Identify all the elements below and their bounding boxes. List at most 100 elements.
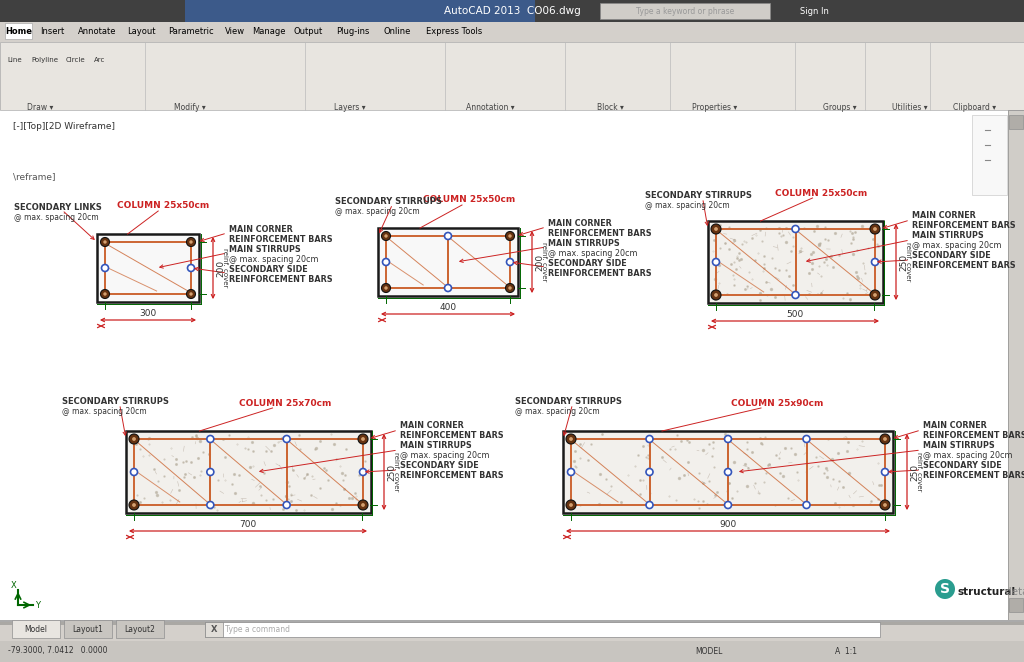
Text: SECONDARY SIDE: SECONDARY SIDE bbox=[923, 461, 1001, 471]
Text: COLUMN 25x50cm: COLUMN 25x50cm bbox=[775, 189, 867, 197]
Text: Y: Y bbox=[35, 602, 40, 610]
Circle shape bbox=[103, 240, 106, 244]
Circle shape bbox=[186, 238, 196, 246]
Text: structural: structural bbox=[958, 587, 1016, 597]
Text: 250: 250 bbox=[387, 463, 396, 481]
Text: REINFORCEMENT BARS: REINFORCEMENT BARS bbox=[548, 269, 651, 277]
Text: [-][Top][2D Wireframe]: [-][Top][2D Wireframe] bbox=[13, 122, 115, 131]
Text: @ max. spacing 20cm: @ max. spacing 20cm bbox=[923, 451, 1013, 461]
Text: MAIN CORNER: MAIN CORNER bbox=[923, 422, 987, 430]
Circle shape bbox=[880, 434, 890, 444]
Bar bbox=[5, 23, 32, 39]
Circle shape bbox=[646, 469, 653, 475]
Bar bbox=[329, 23, 377, 39]
Circle shape bbox=[711, 290, 721, 300]
Bar bbox=[97, 234, 199, 302]
Circle shape bbox=[873, 227, 877, 231]
Text: A  1:1: A 1:1 bbox=[835, 647, 857, 655]
Circle shape bbox=[100, 289, 110, 299]
Bar bbox=[972, 115, 1007, 195]
Bar bbox=[63, 620, 112, 638]
Text: Polyline: Polyline bbox=[32, 57, 58, 63]
Bar bbox=[1009, 115, 1023, 129]
Bar bbox=[290, 23, 327, 39]
Text: REINFORCEMENT BARS: REINFORCEMENT BARS bbox=[400, 471, 504, 481]
Text: Circle: Circle bbox=[66, 57, 85, 63]
Text: REINFORCEMENT BARS: REINFORCEMENT BARS bbox=[923, 432, 1024, 440]
Circle shape bbox=[725, 436, 731, 442]
Circle shape bbox=[569, 503, 572, 507]
Text: COLUMN 25x70cm: COLUMN 25x70cm bbox=[239, 399, 331, 408]
Circle shape bbox=[883, 437, 887, 441]
Bar bbox=[0, 620, 1024, 622]
Text: 700: 700 bbox=[240, 520, 257, 529]
Text: SECONDARY SIDE: SECONDARY SIDE bbox=[400, 461, 478, 471]
Text: Layout2: Layout2 bbox=[125, 624, 156, 634]
Circle shape bbox=[189, 293, 193, 296]
Bar bbox=[571, 439, 649, 505]
Text: SECONDARY STIRRUPS: SECONDARY STIRRUPS bbox=[62, 397, 169, 406]
Text: Line: Line bbox=[8, 57, 23, 63]
Circle shape bbox=[358, 434, 368, 444]
Circle shape bbox=[361, 437, 365, 441]
Text: @ max. spacing 20cm: @ max. spacing 20cm bbox=[548, 248, 638, 258]
Text: Draw ▾: Draw ▾ bbox=[27, 103, 53, 111]
Circle shape bbox=[382, 232, 390, 240]
Bar bbox=[0, 110, 1008, 620]
Circle shape bbox=[103, 293, 106, 296]
Text: REINFORCEMENT BARS: REINFORCEMENT BARS bbox=[229, 234, 333, 244]
Text: @ max. spacing 20cm: @ max. spacing 20cm bbox=[400, 451, 489, 461]
Text: Express Tools: Express Tools bbox=[426, 26, 482, 36]
Circle shape bbox=[129, 500, 139, 510]
Text: X: X bbox=[11, 581, 16, 591]
Text: Modify ▾: Modify ▾ bbox=[174, 103, 206, 111]
Circle shape bbox=[506, 232, 514, 240]
Circle shape bbox=[792, 226, 799, 232]
Text: S: S bbox=[940, 582, 950, 596]
Bar bbox=[287, 439, 362, 505]
Circle shape bbox=[384, 234, 388, 238]
Bar bbox=[796, 229, 874, 295]
Bar bbox=[116, 620, 164, 638]
Text: SECONDARY LINKS: SECONDARY LINKS bbox=[14, 203, 101, 213]
Bar bbox=[449, 236, 510, 288]
Circle shape bbox=[444, 232, 452, 240]
Text: Layout: Layout bbox=[127, 26, 156, 36]
Text: REINFORCEMENT BARS: REINFORCEMENT BARS bbox=[912, 261, 1016, 271]
Text: SECONDARY SIDE: SECONDARY SIDE bbox=[548, 258, 627, 267]
Bar bbox=[185, 0, 535, 22]
Text: MAIN CORNER: MAIN CORNER bbox=[548, 218, 611, 228]
Text: @ max. spacing 20cm: @ max. spacing 20cm bbox=[62, 406, 146, 416]
Text: 250: 250 bbox=[899, 254, 908, 271]
Bar bbox=[251, 23, 288, 39]
Circle shape bbox=[507, 258, 513, 265]
Bar bbox=[649, 439, 728, 505]
Text: reinf. cover: reinf. cover bbox=[541, 242, 547, 282]
Text: @ max. spacing 20cm: @ max. spacing 20cm bbox=[229, 254, 318, 263]
Circle shape bbox=[569, 437, 572, 441]
Circle shape bbox=[361, 503, 365, 507]
Bar bbox=[205, 622, 880, 637]
Circle shape bbox=[186, 289, 196, 299]
Text: REINFORCEMENT BARS: REINFORCEMENT BARS bbox=[912, 222, 1016, 230]
Circle shape bbox=[803, 502, 810, 508]
Text: MAIN STIRRUPS: MAIN STIRRUPS bbox=[229, 244, 301, 254]
Circle shape bbox=[129, 434, 139, 444]
Text: MAIN STIRRUPS: MAIN STIRRUPS bbox=[548, 238, 620, 248]
Bar bbox=[0, 620, 1024, 625]
Text: COLUMN 25x50cm: COLUMN 25x50cm bbox=[117, 201, 210, 211]
Text: details store: details store bbox=[1005, 587, 1024, 597]
Bar bbox=[0, 0, 185, 22]
Text: REINFORCEMENT BARS: REINFORCEMENT BARS bbox=[229, 275, 333, 283]
Text: MAIN CORNER: MAIN CORNER bbox=[229, 224, 293, 234]
Bar bbox=[123, 23, 160, 39]
Text: Plug-ins: Plug-ins bbox=[336, 26, 370, 36]
Text: Output: Output bbox=[294, 26, 323, 36]
Text: Home: Home bbox=[5, 26, 32, 36]
Text: MAIN CORNER: MAIN CORNER bbox=[912, 211, 976, 220]
Circle shape bbox=[646, 502, 653, 508]
Circle shape bbox=[384, 286, 388, 290]
Circle shape bbox=[725, 502, 731, 508]
Text: SECONDARY SIDE: SECONDARY SIDE bbox=[229, 265, 307, 273]
Circle shape bbox=[207, 502, 214, 508]
